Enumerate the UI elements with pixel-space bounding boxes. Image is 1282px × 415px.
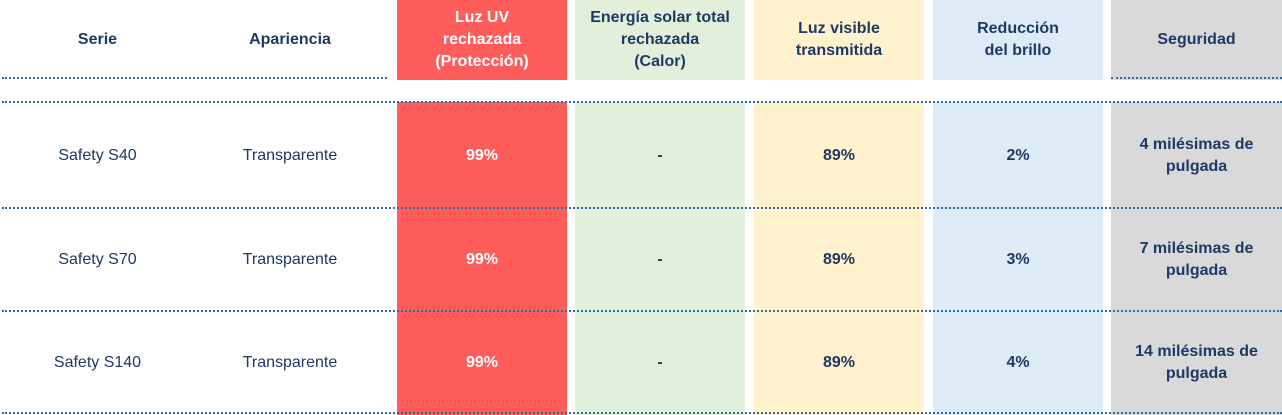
header-rule-right [1111, 77, 1282, 79]
row-3-rule [2, 412, 1282, 414]
row-3-glare: 4% [1006, 353, 1030, 371]
row-3-security-line-1: 14 milésimas de [1135, 342, 1258, 360]
header-gap [0, 80, 1282, 102]
header-visible-line-2: transmitida [795, 42, 883, 59]
header-security: Seguridad [1157, 31, 1236, 48]
header-uv: Luz UV rechazada (Protección) [397, 0, 567, 80]
header-apariencia: Apariencia [249, 31, 331, 48]
row-1-glare: 2% [1006, 146, 1030, 164]
header-uv-line-3: (Protección) [435, 53, 529, 70]
header-uv-line-1: Luz UV [454, 9, 510, 26]
row-1-uv: 99% [465, 146, 499, 164]
row-1-rule [2, 207, 1282, 209]
row-3-security-line-2: pulgada [1165, 364, 1228, 382]
row-1-security: 4 milésimas de pulgada [1111, 104, 1282, 207]
header-rule-lower [2, 101, 1282, 103]
row-2-visible: 89% [822, 250, 856, 268]
row-3-solar: - [657, 353, 663, 371]
header-visible: Luz visible transmitida [754, 0, 924, 80]
row-1-security-line-2: pulgada [1165, 157, 1228, 175]
header-solar-line-2: rechazada [620, 31, 700, 48]
row-1-security-line-1: 4 milésimas de [1139, 135, 1254, 153]
row-1-visible: 89% [822, 146, 856, 164]
row-2-solar: - [657, 250, 663, 268]
header-uv-line-2: rechazada [442, 31, 522, 48]
row-1-apariencia: Transparente [242, 146, 338, 164]
header-glare-line-1: Reducción [977, 20, 1059, 37]
row-1-serie: Safety S40 [58, 146, 137, 164]
row-2-security: 7 milésimas de pulgada [1111, 209, 1282, 310]
row-2-serie: Safety S70 [58, 250, 137, 268]
row-2-glare: 3% [1006, 250, 1030, 268]
row-3-security: 14 milésimas de pulgada [1111, 312, 1282, 413]
row-3-serie: Safety S140 [53, 353, 142, 371]
header-solar: Energía solar total rechazada (Calor) [575, 0, 745, 80]
header-rule-left [2, 77, 387, 79]
row-3-visible: 89% [822, 353, 856, 371]
header-visible-line-1: Luz visible [798, 20, 880, 37]
row-3-uv: 99% [465, 353, 499, 371]
header-glare-line-2: del brillo [984, 42, 1052, 59]
row-2-security-line-1: 7 milésimas de [1139, 239, 1254, 257]
row-2-security-line-2: pulgada [1165, 261, 1228, 279]
row-2-uv: 99% [465, 250, 499, 268]
row-2-rule [2, 310, 1282, 312]
row-1-solar: - [657, 146, 663, 164]
row-2-apariencia: Transparente [242, 250, 338, 268]
header-solar-line-1: Energía solar total [590, 9, 730, 26]
row-3-apariencia: Transparente [242, 353, 338, 371]
header-serie: Serie [77, 31, 118, 48]
header-glare: Reducción del brillo [933, 0, 1103, 80]
header-solar-line-3: (Calor) [634, 53, 686, 70]
